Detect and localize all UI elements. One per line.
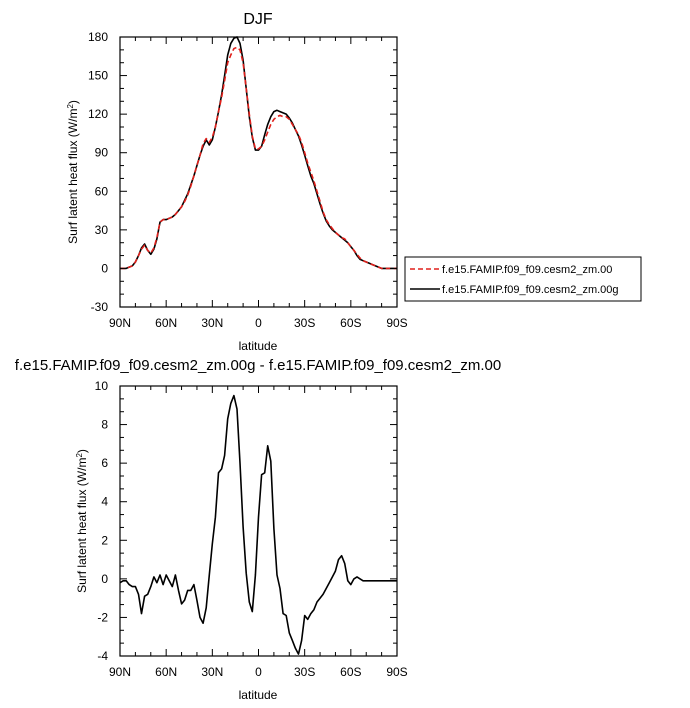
x-tick-label: 60N <box>155 665 177 679</box>
y-tick-label: 10 <box>95 379 109 393</box>
chart-title: f.e15.FAMIP.f09_f09.cesm2_zm.00g - f.e15… <box>15 357 501 374</box>
legend: f.e15.FAMIP.f09_f09.cesm2_zm.00 f.e15.FA… <box>404 256 642 302</box>
legend-box <box>404 256 642 302</box>
y-tick-label: 0 <box>101 572 108 586</box>
y-tick-label: 60 <box>95 184 109 198</box>
x-tick-label: 90N <box>109 316 131 330</box>
y-tick-label: 30 <box>95 223 109 237</box>
x-tick-label: 90N <box>109 665 131 679</box>
y-axis-label: Surf latent heat flux (W/m2) <box>66 100 80 244</box>
series-line-1 <box>119 394 397 655</box>
x-tick-label: 60N <box>155 316 177 330</box>
plot-area: -4 -2 0 2 4 6 8 10 90N 60N 30N 0 30S 60S 90S <box>95 379 408 679</box>
y-axis-label: Surf latent heat flux (W/m2) <box>75 449 89 593</box>
y-tick-label: 8 <box>101 418 108 432</box>
legend-label-series-1: f.e15.FAMIP.f09_f09.cesm2_zm.00 <box>442 264 612 276</box>
y-tick-label: 150 <box>88 69 108 83</box>
y-tick-label: -4 <box>97 649 108 663</box>
x-axis-label: latitude <box>239 339 278 353</box>
y-tick-label: 180 <box>88 30 108 44</box>
chart-title: DJF <box>243 11 273 28</box>
y-tick-label: 6 <box>101 456 108 470</box>
x-tick-label: 30N <box>201 316 223 330</box>
x-tick-label: 90S <box>386 316 407 330</box>
x-tick-label: 0 <box>255 316 262 330</box>
chart-panel-2: f.e15.FAMIP.f09_f09.cesm2_zm.00g - f.e15… <box>15 357 501 702</box>
chart-panel-1: DJF -30 0 30 60 90 120 150 180 90N 60N 30N 0 30S 60S 9… <box>66 11 642 353</box>
y-tick-label: -2 <box>97 610 108 624</box>
legend-label-series-2: f.e15.FAMIP.f09_f09.cesm2_zm.00g <box>442 284 619 296</box>
y-tick-label: 2 <box>101 533 108 547</box>
series-line-1 <box>120 46 397 270</box>
x-tick-label: 30N <box>201 665 223 679</box>
series-line-2 <box>120 36 397 270</box>
x-tick-label: 0 <box>255 665 262 679</box>
y-tick-label: 4 <box>101 495 108 509</box>
y-tick-label: 120 <box>88 107 108 121</box>
x-tick-label: 90S <box>386 665 407 679</box>
plot-frame <box>119 36 398 308</box>
x-tick-label: 60S <box>340 665 361 679</box>
x-axis-label: latitude <box>239 688 278 702</box>
x-tick-label: 30S <box>294 665 315 679</box>
plot-area: -30 0 30 60 90 120 150 180 90N 60N 30N 0 30S 60S 90S <box>88 30 408 330</box>
y-tick-label: 0 <box>101 261 108 275</box>
x-tick-label: 30S <box>294 316 315 330</box>
y-tick-label: -30 <box>91 300 109 314</box>
x-tick-label: 60S <box>340 316 361 330</box>
y-tick-label: 90 <box>95 146 109 160</box>
